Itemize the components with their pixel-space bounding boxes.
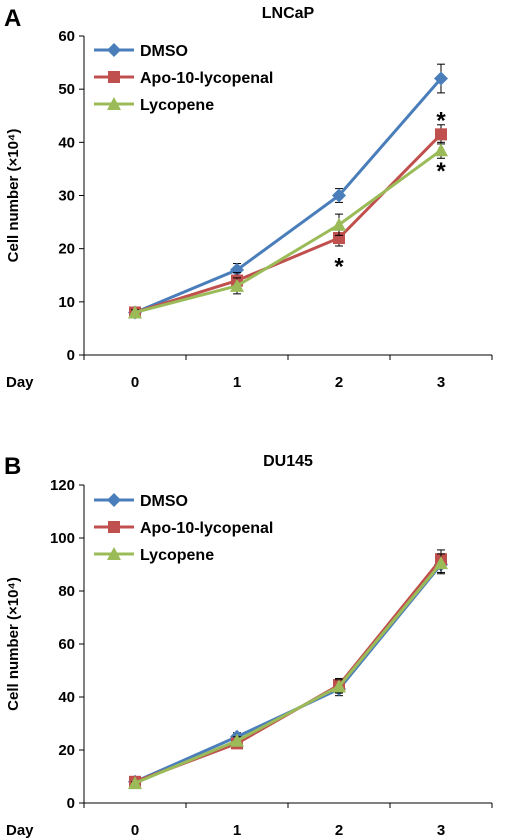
chart-title: LNCaP bbox=[262, 5, 315, 22]
legend-label: DMSO bbox=[140, 43, 188, 60]
data-point bbox=[434, 556, 448, 570]
legend-marker bbox=[107, 547, 121, 560]
significance-asterisk: * bbox=[334, 254, 344, 281]
legend-label: Lycopene bbox=[140, 97, 214, 114]
legend-item: Lycopene bbox=[94, 547, 214, 564]
data-point bbox=[435, 128, 447, 141]
series-line bbox=[134, 563, 443, 784]
legend-item: Lycopene bbox=[94, 97, 214, 114]
legend: DMSO Apo-10-lycopenal Lycopene bbox=[94, 493, 273, 564]
legend-marker bbox=[108, 521, 120, 533]
y-tick-label: 100 bbox=[50, 530, 75, 547]
x-tick-label: 2 bbox=[335, 822, 343, 839]
y-tick-label: 20 bbox=[58, 241, 75, 258]
series-lycopene bbox=[128, 141, 448, 319]
x-tick-label: 2 bbox=[335, 374, 343, 391]
y-tick-label: 0 bbox=[67, 795, 75, 812]
legend: DMSO Apo-10-lycopenal Lycopene bbox=[94, 43, 273, 114]
x-tick-label: 3 bbox=[437, 374, 445, 391]
y-tick-label: 40 bbox=[58, 134, 75, 151]
data-point bbox=[128, 776, 142, 790]
x-axis-name: Day bbox=[6, 374, 34, 391]
series-dmso bbox=[128, 554, 448, 789]
legend-marker bbox=[107, 97, 121, 110]
data-point bbox=[434, 143, 448, 157]
y-tick-label: 50 bbox=[58, 81, 75, 98]
data-point bbox=[230, 262, 244, 277]
y-tick-label: 60 bbox=[58, 636, 75, 653]
series-line bbox=[134, 77, 443, 314]
legend-label: DMSO bbox=[140, 493, 188, 510]
legend-item: DMSO bbox=[94, 493, 188, 510]
legend-marker bbox=[107, 493, 121, 507]
legend-marker bbox=[107, 43, 121, 57]
significance-asterisk: * bbox=[436, 158, 446, 185]
legend-marker bbox=[108, 71, 120, 83]
series-line bbox=[134, 133, 443, 314]
y-tick-label: 20 bbox=[58, 742, 75, 759]
data-point bbox=[434, 71, 448, 86]
significance-asterisk: * bbox=[436, 107, 446, 134]
x-tick-label: 1 bbox=[233, 822, 241, 839]
data-point bbox=[230, 278, 244, 292]
y-tick-label: 80 bbox=[58, 583, 75, 600]
legend-label: Apo-10-lycopenal bbox=[140, 70, 273, 87]
y-tick-label: 0 bbox=[67, 347, 75, 364]
y-tick-label: 40 bbox=[58, 689, 75, 706]
x-tick-label: 1 bbox=[233, 374, 241, 391]
y-tick-label: 60 bbox=[58, 28, 75, 45]
panel-letter: A bbox=[4, 5, 21, 32]
series-apo-10-lycopenal bbox=[129, 549, 447, 788]
legend-label: Lycopene bbox=[140, 547, 214, 564]
chart-panel-b: B DU145 0 20 40 60 80 100 120 Day 0 1 2 3 Cell number … bbox=[4, 453, 493, 839]
legend-item: DMSO bbox=[94, 43, 188, 60]
x-tick-label: 0 bbox=[131, 374, 139, 391]
x-axis-name: Day bbox=[6, 822, 34, 839]
chart-title: DU145 bbox=[263, 453, 313, 470]
data-point bbox=[332, 679, 346, 693]
legend-label: Apo-10-lycopenal bbox=[140, 520, 273, 537]
data-point bbox=[332, 217, 346, 231]
series-apo-10-lycopenal bbox=[129, 124, 447, 319]
y-tick-label: 10 bbox=[58, 294, 75, 311]
data-point bbox=[128, 305, 142, 319]
data-point bbox=[230, 733, 244, 747]
y-tick-label: 120 bbox=[50, 477, 75, 494]
series-line bbox=[134, 562, 443, 785]
series-line bbox=[134, 558, 443, 784]
x-tick-label: 3 bbox=[437, 822, 445, 839]
y-axis-label: Cell number (×10⁴) bbox=[5, 129, 22, 263]
series-line bbox=[134, 149, 442, 314]
legend-item: Apo-10-lycopenal bbox=[94, 70, 273, 87]
series-lycopene bbox=[128, 553, 448, 790]
data-point bbox=[332, 188, 346, 203]
x-tick-label: 0 bbox=[131, 822, 139, 839]
y-tick-label: 30 bbox=[58, 188, 75, 205]
y-axis-label: Cell number (×10⁴) bbox=[5, 577, 22, 711]
legend-item: Apo-10-lycopenal bbox=[94, 520, 273, 537]
panel-letter: B bbox=[4, 453, 21, 480]
chart-panel-a: A LNCaP 0 10 20 30 40 50 60 Day 0 1 2 3 Cell number (×… bbox=[4, 5, 493, 391]
series-dmso bbox=[128, 63, 448, 320]
